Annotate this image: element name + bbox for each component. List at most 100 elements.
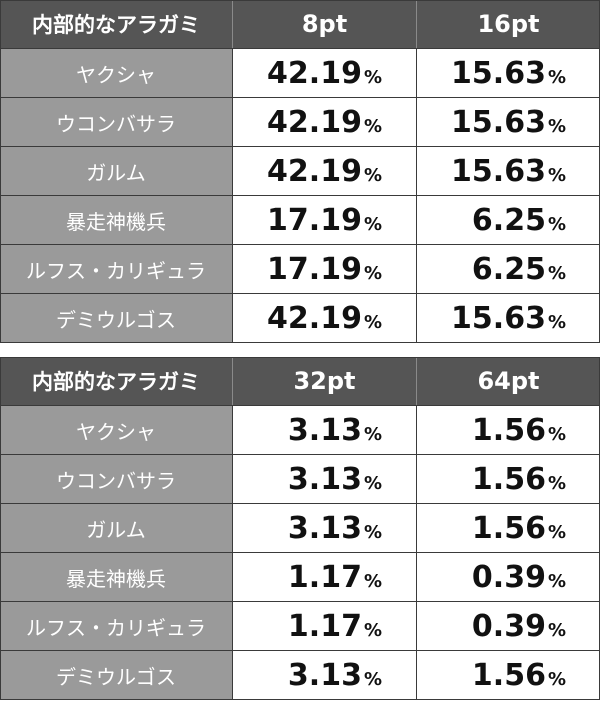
header-column-pt-1: 32pt bbox=[233, 357, 417, 405]
table-row: ルフス・カリギュラ 17.19% 6.25% bbox=[0, 245, 600, 294]
table-row: ガルム 42.19% 15.63% bbox=[0, 147, 600, 196]
header-column-name: 内部的なアラガミ bbox=[0, 0, 233, 48]
percent-sign: % bbox=[547, 570, 566, 592]
row-value-1: 3.13% bbox=[233, 651, 417, 700]
value-number: 1.17 bbox=[287, 559, 362, 595]
percent-sign: % bbox=[547, 423, 566, 445]
row-label: ルフス・カリギュラ bbox=[0, 602, 233, 650]
row-label: ガルム bbox=[0, 147, 233, 195]
value-number: 0.39 bbox=[471, 608, 546, 644]
row-value-2: 0.39% bbox=[417, 602, 600, 650]
table-row: 暴走神機兵 1.17% 0.39% bbox=[0, 553, 600, 602]
row-value-1: 42.19% bbox=[233, 294, 417, 343]
row-value-1: 42.19% bbox=[233, 98, 417, 146]
value-number: 42.19 bbox=[267, 104, 362, 140]
row-label: 暴走神機兵 bbox=[0, 553, 233, 601]
row-value-2: 0.39% bbox=[417, 553, 600, 601]
row-label: 暴走神機兵 bbox=[0, 196, 233, 244]
value-number: 6.25 bbox=[471, 202, 546, 238]
table-row: ガルム 3.13% 1.56% bbox=[0, 504, 600, 553]
value-number: 15.63 bbox=[451, 301, 546, 336]
value-number: 6.25 bbox=[471, 251, 546, 287]
percent-sign: % bbox=[363, 213, 382, 235]
header-column-name: 内部的なアラガミ bbox=[0, 357, 233, 405]
percent-sign: % bbox=[547, 669, 566, 690]
percent-sign: % bbox=[363, 262, 382, 284]
percent-sign: % bbox=[547, 312, 566, 333]
header-column-pt-1: 8pt bbox=[233, 0, 417, 48]
percent-sign: % bbox=[363, 423, 382, 445]
table-row: ウコンバサラ 3.13% 1.56% bbox=[0, 455, 600, 504]
value-number: 17.19 bbox=[267, 202, 362, 238]
percent-sign: % bbox=[547, 213, 566, 235]
table-header-row: 内部的なアラガミ 8pt 16pt bbox=[0, 0, 600, 49]
row-label: ヤクシャ bbox=[0, 49, 233, 97]
percent-sign: % bbox=[547, 262, 566, 284]
row-value-2: 1.56% bbox=[417, 504, 600, 552]
value-number: 42.19 bbox=[267, 301, 362, 336]
probability-table-32pt-64pt: 内部的なアラガミ 32pt 64pt ヤクシャ 3.13% 1.56% ウコンバ… bbox=[0, 357, 600, 700]
header-column-pt-2: 64pt bbox=[417, 357, 600, 405]
table-row: デミウルゴス 42.19% 15.63% bbox=[0, 294, 600, 343]
row-value-2: 1.56% bbox=[417, 406, 600, 454]
percent-sign: % bbox=[363, 521, 382, 543]
table-row: デミウルゴス 3.13% 1.56% bbox=[0, 651, 600, 700]
value-number: 15.63 bbox=[451, 153, 546, 189]
row-value-2: 6.25% bbox=[417, 196, 600, 244]
percent-sign: % bbox=[547, 66, 566, 88]
row-value-1: 42.19% bbox=[233, 49, 417, 97]
table-row: 暴走神機兵 17.19% 6.25% bbox=[0, 196, 600, 245]
value-number: 42.19 bbox=[267, 55, 362, 91]
row-value-1: 42.19% bbox=[233, 147, 417, 195]
value-number: 0.39 bbox=[471, 559, 546, 595]
row-label: デミウルゴス bbox=[0, 651, 233, 700]
row-value-2: 15.63% bbox=[417, 98, 600, 146]
row-label: ウコンバサラ bbox=[0, 455, 233, 503]
row-value-1: 3.13% bbox=[233, 406, 417, 454]
percent-sign: % bbox=[363, 164, 382, 186]
table-header-row: 内部的なアラガミ 32pt 64pt bbox=[0, 357, 600, 406]
row-value-1: 1.17% bbox=[233, 602, 417, 650]
percent-sign: % bbox=[363, 115, 382, 137]
value-number: 1.56 bbox=[471, 461, 546, 497]
row-value-2: 1.56% bbox=[417, 455, 600, 503]
percent-sign: % bbox=[363, 669, 382, 690]
value-number: 3.13 bbox=[287, 412, 362, 448]
value-number: 15.63 bbox=[451, 55, 546, 91]
percent-sign: % bbox=[547, 619, 566, 641]
row-value-2: 1.56% bbox=[417, 651, 600, 700]
value-number: 42.19 bbox=[267, 153, 362, 189]
percent-sign: % bbox=[547, 521, 566, 543]
row-value-2: 6.25% bbox=[417, 245, 600, 293]
row-value-1: 1.17% bbox=[233, 553, 417, 601]
value-number: 1.17 bbox=[287, 608, 362, 644]
value-number: 17.19 bbox=[267, 251, 362, 287]
header-column-pt-2: 16pt bbox=[417, 0, 600, 48]
table-row: ヤクシャ 42.19% 15.63% bbox=[0, 49, 600, 98]
value-number: 15.63 bbox=[451, 104, 546, 140]
table-row: ルフス・カリギュラ 1.17% 0.39% bbox=[0, 602, 600, 651]
row-value-2: 15.63% bbox=[417, 147, 600, 195]
row-value-1: 3.13% bbox=[233, 504, 417, 552]
percent-sign: % bbox=[363, 619, 382, 641]
row-label: ウコンバサラ bbox=[0, 98, 233, 146]
row-value-1: 3.13% bbox=[233, 455, 417, 503]
row-label: ルフス・カリギュラ bbox=[0, 245, 233, 293]
row-value-2: 15.63% bbox=[417, 294, 600, 343]
row-label: ガルム bbox=[0, 504, 233, 552]
value-number: 3.13 bbox=[287, 510, 362, 546]
percent-sign: % bbox=[547, 472, 566, 494]
percent-sign: % bbox=[547, 164, 566, 186]
probability-table-8pt-16pt: 内部的なアラガミ 8pt 16pt ヤクシャ 42.19% 15.63% ウコン… bbox=[0, 0, 600, 343]
row-value-1: 17.19% bbox=[233, 196, 417, 244]
value-number: 3.13 bbox=[287, 658, 362, 693]
row-value-2: 15.63% bbox=[417, 49, 600, 97]
table-row: ヤクシャ 3.13% 1.56% bbox=[0, 406, 600, 455]
row-label: ヤクシャ bbox=[0, 406, 233, 454]
percent-sign: % bbox=[363, 570, 382, 592]
percent-sign: % bbox=[363, 472, 382, 494]
value-number: 1.56 bbox=[471, 510, 546, 546]
percent-sign: % bbox=[363, 312, 382, 333]
value-number: 1.56 bbox=[471, 412, 546, 448]
value-number: 1.56 bbox=[471, 658, 546, 693]
